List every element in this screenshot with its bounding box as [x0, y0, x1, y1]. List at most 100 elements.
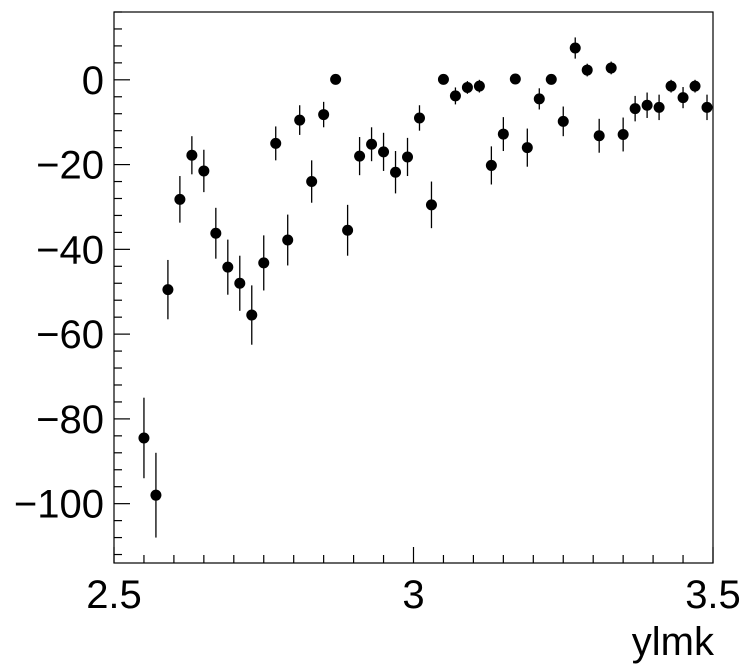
point-marker: [413, 112, 425, 124]
point-marker: [629, 103, 641, 115]
point-marker: [342, 224, 354, 236]
data-point: [186, 136, 198, 175]
data-point: [282, 214, 294, 266]
point-marker: [437, 73, 449, 85]
point-marker: [701, 101, 713, 113]
point-marker: [354, 150, 366, 162]
data-point: [150, 452, 162, 538]
data-point: [485, 146, 497, 185]
data-point: [497, 117, 509, 152]
point-marker: [198, 165, 210, 177]
data-point: [222, 239, 234, 295]
data-point: [318, 101, 330, 128]
data-point: [509, 73, 521, 85]
data-point: [402, 137, 414, 177]
point-marker: [186, 149, 198, 161]
point-marker: [282, 234, 294, 246]
y-tick-label: −40: [36, 228, 104, 272]
point-marker: [425, 199, 437, 211]
data-point: [306, 160, 318, 203]
data-point: [138, 397, 150, 479]
data-point: [641, 92, 653, 118]
data-point: [593, 118, 605, 153]
point-marker: [306, 176, 318, 188]
y-tick-label: −20: [36, 144, 104, 188]
point-marker: [605, 62, 617, 74]
point-marker: [390, 166, 402, 178]
data-point: [390, 151, 402, 194]
point-marker: [653, 101, 665, 113]
data-point: [449, 87, 461, 105]
data-point: [605, 61, 617, 75]
point-marker: [665, 80, 677, 92]
point-marker: [641, 99, 653, 111]
point-marker: [138, 432, 150, 444]
data-point: [437, 73, 449, 85]
point-marker: [581, 64, 593, 76]
data-point: [413, 105, 425, 131]
data-point: [258, 235, 270, 291]
data-point: [174, 176, 186, 223]
x-tick-label: 3.5: [685, 573, 741, 617]
point-marker: [473, 80, 485, 92]
point-marker: [330, 73, 342, 85]
point-marker: [461, 81, 473, 93]
x-axis-title: ylmk: [632, 620, 715, 664]
point-marker: [545, 73, 557, 85]
point-marker: [378, 146, 390, 158]
data-point: [557, 106, 569, 137]
y-tick-label: −60: [36, 313, 104, 357]
tick-labels-layer: 2.5 3 3.5 0 −20 −40 −60 −80 −100: [14, 59, 741, 617]
point-marker: [246, 309, 258, 321]
data-point: [569, 37, 581, 59]
point-marker: [485, 159, 497, 171]
data-point: [210, 207, 222, 259]
y-tick-label: 0: [82, 59, 104, 103]
data-point: [473, 79, 485, 93]
point-marker: [150, 489, 162, 501]
point-marker: [617, 128, 629, 140]
axis-ticks-layer: [113, 11, 714, 563]
point-marker: [569, 42, 581, 54]
y-tick-label: −80: [36, 398, 104, 442]
data-point: [425, 181, 437, 229]
point-marker: [689, 80, 701, 92]
data-point: [234, 255, 246, 311]
point-marker: [318, 109, 330, 121]
data-point: [629, 95, 641, 122]
data-point: [581, 63, 593, 77]
point-marker: [497, 128, 509, 140]
data-point: [162, 259, 174, 320]
point-marker: [557, 115, 569, 127]
point-marker: [222, 261, 234, 273]
point-marker: [366, 138, 378, 150]
data-point: [701, 94, 713, 121]
data-points-layer: [138, 37, 713, 538]
point-marker: [174, 193, 186, 205]
x-tick-label: 3: [402, 573, 424, 617]
data-point: [689, 79, 701, 93]
data-point: [653, 94, 665, 121]
data-point: [533, 88, 545, 110]
y-tick-label: −100: [14, 483, 104, 527]
point-marker: [210, 227, 222, 239]
data-point: [521, 128, 533, 167]
data-point: [246, 285, 258, 345]
point-marker: [677, 92, 689, 104]
data-point: [198, 149, 210, 193]
point-marker: [162, 284, 174, 296]
data-point: [270, 126, 282, 161]
point-marker: [270, 137, 282, 149]
data-point: [665, 79, 677, 93]
data-point: [617, 117, 629, 152]
x-tick-label: 2.5: [86, 573, 142, 617]
point-marker: [521, 142, 533, 154]
point-marker: [509, 73, 521, 85]
data-point: [342, 204, 354, 256]
point-marker: [234, 277, 246, 289]
data-point: [366, 127, 378, 162]
data-point: [461, 81, 473, 94]
point-marker: [533, 93, 545, 105]
